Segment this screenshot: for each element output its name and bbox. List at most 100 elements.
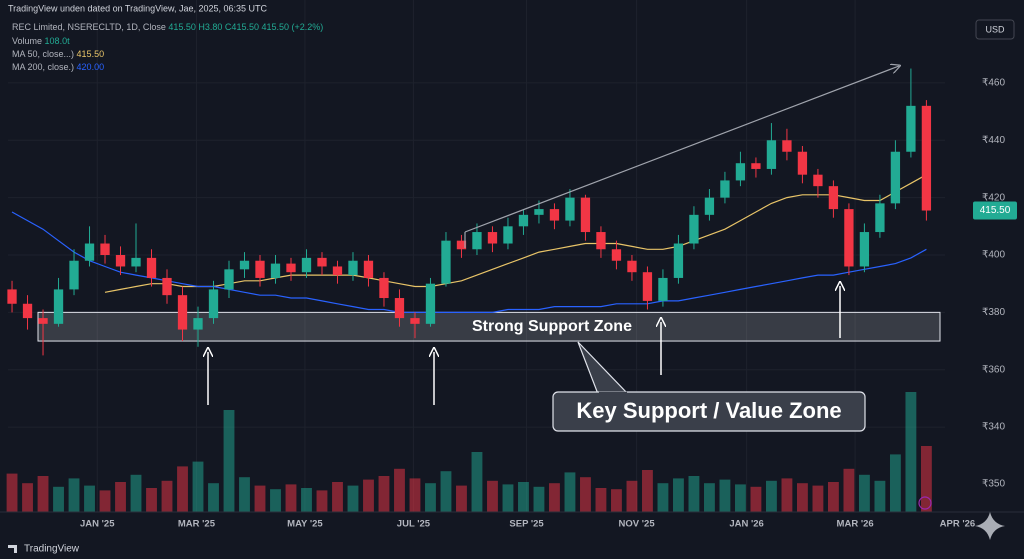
support-arrows xyxy=(208,286,840,405)
volume-bar xyxy=(518,482,529,512)
logo: TradingView xyxy=(24,544,80,555)
volume-bar xyxy=(533,486,545,512)
x-tick-label: MAR '25 xyxy=(178,519,216,530)
volume-bar xyxy=(673,478,684,512)
candle-body xyxy=(286,263,296,273)
candle-body xyxy=(813,174,823,187)
volume-bar xyxy=(580,477,591,512)
volume-bar xyxy=(843,468,855,512)
trend-line xyxy=(464,66,899,233)
candle-body xyxy=(720,180,730,198)
candle-body xyxy=(859,232,870,267)
candle-body xyxy=(596,232,606,250)
candle-body xyxy=(503,226,513,244)
candle-body xyxy=(518,214,529,227)
x-tick-label: JAN '26 xyxy=(729,519,763,530)
y-tick-label: ₹340 xyxy=(982,422,1005,433)
candle-body xyxy=(425,283,436,324)
volume-bar xyxy=(858,474,870,512)
candle-body xyxy=(208,289,219,319)
volume-bar xyxy=(781,478,793,512)
volume-bar xyxy=(223,410,235,512)
volume-bar xyxy=(99,490,111,512)
candle-body xyxy=(921,105,932,211)
candle-body xyxy=(177,295,188,330)
volume-bar xyxy=(6,473,18,512)
volume-bar xyxy=(765,480,777,512)
zone-label: Strong Support Zone xyxy=(472,318,632,335)
legend-name: MA 200, close.) xyxy=(12,62,74,72)
volume-bar xyxy=(905,392,917,512)
candle-body xyxy=(22,303,33,319)
volume-bar xyxy=(827,482,839,512)
volume-bar xyxy=(688,476,700,512)
candle-body xyxy=(565,197,575,221)
candle-body xyxy=(487,232,498,244)
callout-box xyxy=(552,391,866,432)
volume-pane xyxy=(6,392,932,512)
volume-bar xyxy=(920,446,932,512)
y-tick-label: ₹360 xyxy=(982,364,1005,375)
candle-body xyxy=(580,197,591,233)
x-tick-label: MAY '25 xyxy=(287,519,323,530)
candle-body xyxy=(84,243,95,261)
volume-bar xyxy=(642,470,653,512)
legend-value: 415.50 xyxy=(77,49,105,59)
candle-body xyxy=(534,209,544,215)
ma-line xyxy=(104,174,927,293)
volume-bar xyxy=(425,483,436,512)
currency[interactable]: USD xyxy=(985,24,1005,34)
candle-body xyxy=(844,209,854,267)
legend-value: 420.00 xyxy=(77,62,105,72)
legend-ma200: MA 200, close.) 420.00 xyxy=(12,62,104,72)
volume-bar xyxy=(874,480,886,512)
candle-body xyxy=(456,240,467,250)
candle-body xyxy=(69,260,79,290)
volume-bar xyxy=(812,485,824,512)
volume-bar xyxy=(456,485,467,512)
currency-button[interactable] xyxy=(975,19,1015,40)
volume-bar xyxy=(192,461,204,512)
candle-body xyxy=(115,254,126,267)
time-axis xyxy=(0,512,1024,559)
y-tick-label: ₹420 xyxy=(982,192,1005,203)
x-tick-label: APR '26 xyxy=(940,519,976,530)
volume-bar xyxy=(254,485,266,512)
candle-body xyxy=(255,260,265,278)
candle-body xyxy=(673,243,684,278)
volume-bar xyxy=(130,474,142,512)
volume-bar xyxy=(471,452,483,512)
candle-body xyxy=(38,318,48,324)
event-marker[interactable] xyxy=(918,496,932,510)
volume-bar xyxy=(611,489,622,512)
legend-volume: Volume 108.0t xyxy=(12,36,70,46)
sparkle-icon xyxy=(975,512,1005,540)
volume-bar xyxy=(177,466,188,512)
candles xyxy=(7,68,932,356)
volume-bar xyxy=(301,488,312,512)
legend-value: 108.0t xyxy=(45,36,71,46)
volume-bar xyxy=(549,483,560,512)
volume-bar xyxy=(378,476,390,512)
volume-bar xyxy=(332,482,343,512)
candle-body xyxy=(7,289,17,304)
legend-ma50: MA 50, close...) 415.50 xyxy=(12,49,104,59)
support-zone: Strong Support Zone xyxy=(37,311,941,342)
legend-name: MA 50, close...) xyxy=(12,49,74,59)
chart-title: REC Limited, NSERECLTD, 1D, Close 415.50… xyxy=(12,22,323,32)
axes: ₹340 ₹360 ₹380 ₹400 ₹420 ₹440 ₹460 ₹350 JAN '25 M… xyxy=(80,78,1017,530)
candle-body xyxy=(782,140,792,152)
x-tick-label: JAN '25 xyxy=(80,519,115,530)
legend-name: Volume xyxy=(12,36,42,46)
title: REC Limited, NSERECLTD, 1D, Close xyxy=(12,22,166,32)
x-tick-label: MAR '26 xyxy=(837,519,874,530)
candle-body xyxy=(270,263,281,278)
volume-bar xyxy=(704,483,715,512)
volume-bar xyxy=(595,488,607,512)
candle-body xyxy=(379,277,389,299)
candle-body xyxy=(131,257,141,267)
x-tick-label: SEP '25 xyxy=(509,519,544,530)
candle-body xyxy=(193,318,203,330)
volume-bar xyxy=(208,483,219,512)
